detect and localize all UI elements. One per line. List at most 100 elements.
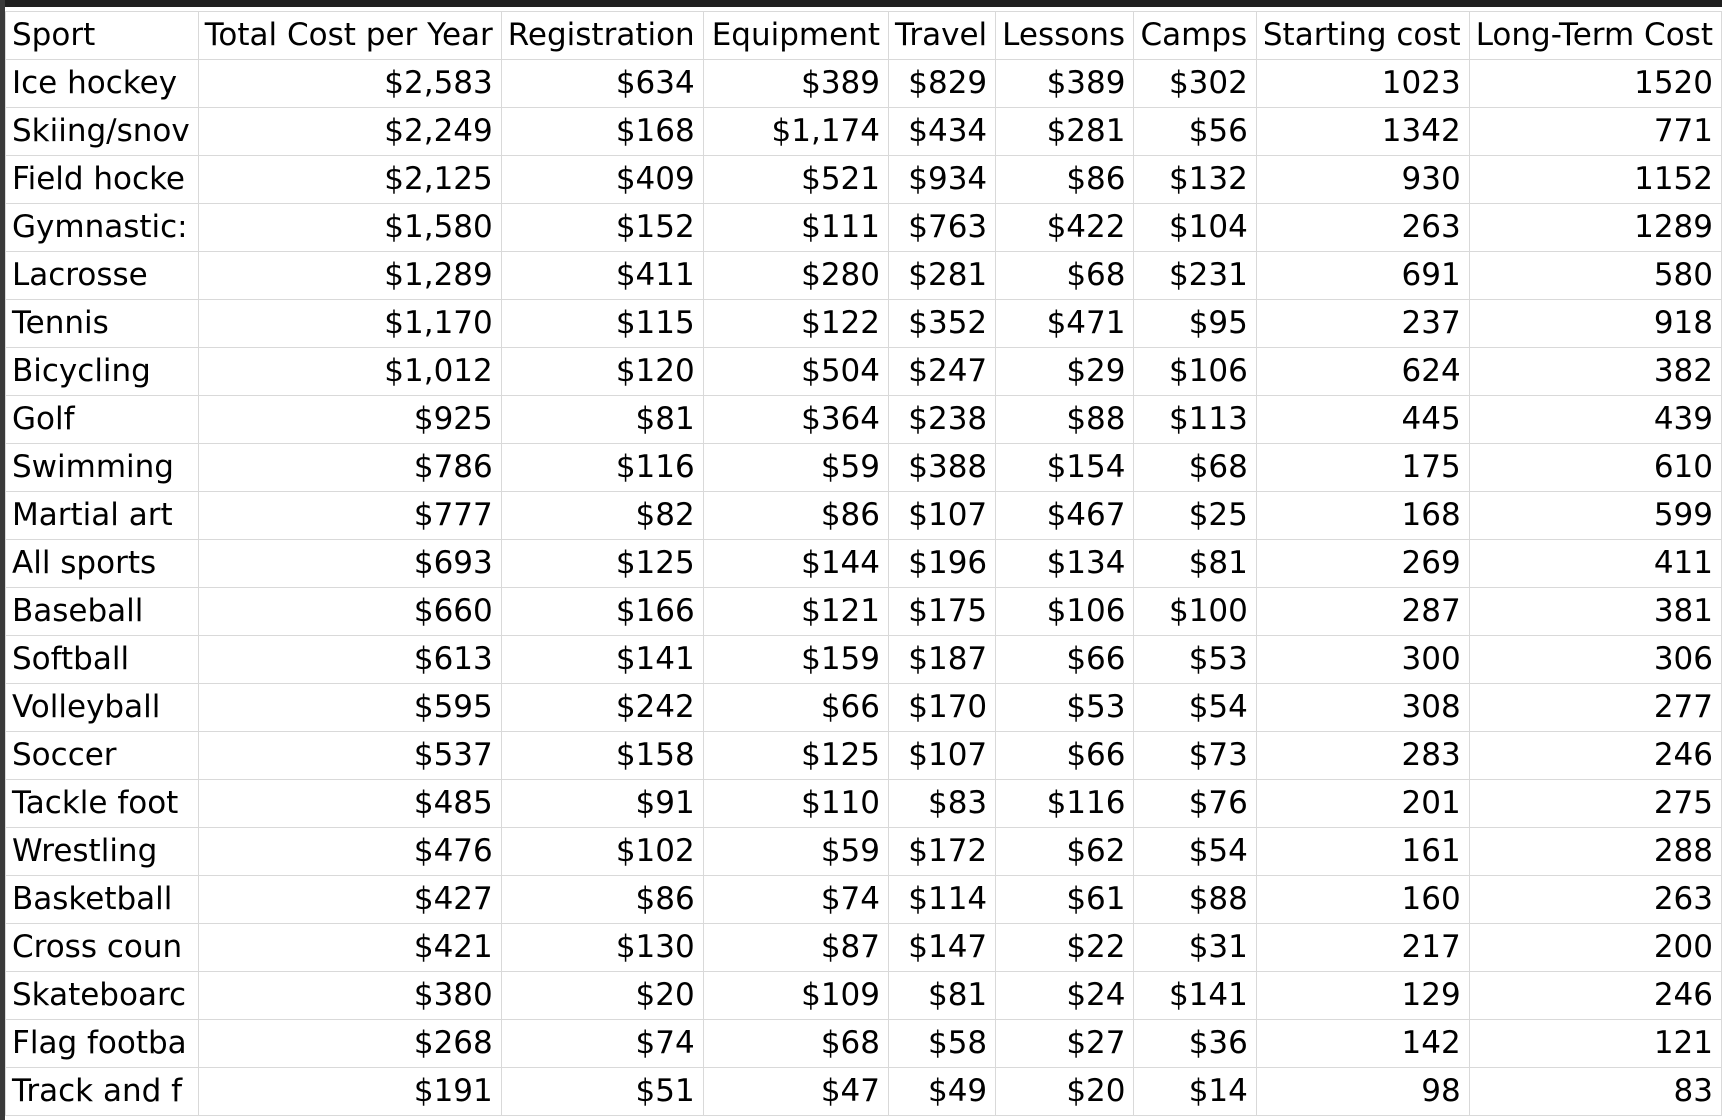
- value-cell[interactable]: $422: [995, 203, 1135, 252]
- value-cell[interactable]: $73: [1133, 731, 1257, 780]
- value-cell[interactable]: $191: [197, 1067, 502, 1116]
- value-cell[interactable]: 277: [1468, 683, 1722, 732]
- value-cell[interactable]: $934: [887, 155, 997, 204]
- value-cell[interactable]: $168: [500, 107, 704, 156]
- value-cell[interactable]: $411: [500, 251, 704, 300]
- value-cell[interactable]: $281: [887, 251, 997, 300]
- value-cell[interactable]: $86: [500, 875, 704, 924]
- value-cell[interactable]: $388: [887, 443, 997, 492]
- value-cell[interactable]: 83: [1468, 1067, 1722, 1116]
- value-cell[interactable]: 445: [1255, 395, 1470, 444]
- value-cell[interactable]: 918: [1468, 299, 1722, 348]
- value-cell[interactable]: $24: [995, 971, 1135, 1020]
- sport-name-cell[interactable]: Martial art: [5, 491, 199, 540]
- value-cell[interactable]: $29: [995, 347, 1135, 396]
- value-cell[interactable]: $1,289: [197, 251, 502, 300]
- column-header-cell[interactable]: Registration: [500, 11, 704, 60]
- column-header-cell[interactable]: Camps: [1133, 11, 1257, 60]
- value-cell[interactable]: $115: [500, 299, 704, 348]
- sport-name-cell[interactable]: Cross coun: [5, 923, 199, 972]
- value-cell[interactable]: $154: [995, 443, 1135, 492]
- value-cell[interactable]: 300: [1255, 635, 1470, 684]
- sport-name-cell[interactable]: Swimming: [5, 443, 199, 492]
- value-cell[interactable]: $471: [995, 299, 1135, 348]
- value-cell[interactable]: $352: [887, 299, 997, 348]
- value-cell[interactable]: $485: [197, 779, 502, 828]
- value-cell[interactable]: $537: [197, 731, 502, 780]
- value-cell[interactable]: $56: [1133, 107, 1257, 156]
- value-cell[interactable]: $59: [702, 443, 890, 492]
- value-cell[interactable]: $2,583: [197, 59, 502, 108]
- value-cell[interactable]: 160: [1255, 875, 1470, 924]
- sport-name-cell[interactable]: Track and f: [5, 1067, 199, 1116]
- value-cell[interactable]: $595: [197, 683, 502, 732]
- value-cell[interactable]: $113: [1133, 395, 1257, 444]
- value-cell[interactable]: $125: [702, 731, 890, 780]
- value-cell[interactable]: 269: [1255, 539, 1470, 588]
- value-cell[interactable]: $61: [995, 875, 1135, 924]
- value-cell[interactable]: $54: [1133, 683, 1257, 732]
- value-cell[interactable]: $106: [1133, 347, 1257, 396]
- value-cell[interactable]: $147: [887, 923, 997, 972]
- sport-name-cell[interactable]: Lacrosse: [5, 251, 199, 300]
- value-cell[interactable]: $231: [1133, 251, 1257, 300]
- value-cell[interactable]: $268: [197, 1019, 502, 1068]
- value-cell[interactable]: $81: [887, 971, 997, 1020]
- value-cell[interactable]: 161: [1255, 827, 1470, 876]
- value-cell[interactable]: $121: [702, 587, 890, 636]
- value-cell[interactable]: 771: [1468, 107, 1722, 156]
- value-cell[interactable]: $427: [197, 875, 502, 924]
- value-cell[interactable]: $102: [500, 827, 704, 876]
- value-cell[interactable]: 381: [1468, 587, 1722, 636]
- value-cell[interactable]: 246: [1468, 971, 1722, 1020]
- value-cell[interactable]: $434: [887, 107, 997, 156]
- value-cell[interactable]: $31: [1133, 923, 1257, 972]
- value-cell[interactable]: $14: [1133, 1067, 1257, 1116]
- value-cell[interactable]: $66: [702, 683, 890, 732]
- value-cell[interactable]: $100: [1133, 587, 1257, 636]
- value-cell[interactable]: 129: [1255, 971, 1470, 1020]
- value-cell[interactable]: $62: [995, 827, 1135, 876]
- value-cell[interactable]: $132: [1133, 155, 1257, 204]
- value-cell[interactable]: $1,170: [197, 299, 502, 348]
- sport-name-cell[interactable]: Ice hockey: [5, 59, 199, 108]
- value-cell[interactable]: 382: [1468, 347, 1722, 396]
- value-cell[interactable]: $110: [702, 779, 890, 828]
- column-header-cell[interactable]: Sport: [5, 11, 199, 60]
- value-cell[interactable]: $68: [995, 251, 1135, 300]
- value-cell[interactable]: $1,174: [702, 107, 890, 156]
- value-cell[interactable]: $58: [887, 1019, 997, 1068]
- value-cell[interactable]: $122: [702, 299, 890, 348]
- value-cell[interactable]: 200: [1468, 923, 1722, 972]
- value-cell[interactable]: $134: [995, 539, 1135, 588]
- sport-name-cell[interactable]: Flag footba: [5, 1019, 199, 1068]
- value-cell[interactable]: $467: [995, 491, 1135, 540]
- value-cell[interactable]: $87: [702, 923, 890, 972]
- value-cell[interactable]: $66: [995, 635, 1135, 684]
- value-cell[interactable]: $88: [995, 395, 1135, 444]
- value-cell[interactable]: 142: [1255, 1019, 1470, 1068]
- value-cell[interactable]: $521: [702, 155, 890, 204]
- value-cell[interactable]: $144: [702, 539, 890, 588]
- value-cell[interactable]: $389: [702, 59, 890, 108]
- value-cell[interactable]: 599: [1468, 491, 1722, 540]
- value-cell[interactable]: 263: [1255, 203, 1470, 252]
- value-cell[interactable]: $125: [500, 539, 704, 588]
- value-cell[interactable]: $613: [197, 635, 502, 684]
- value-cell[interactable]: 1289: [1468, 203, 1722, 252]
- value-cell[interactable]: $660: [197, 587, 502, 636]
- value-cell[interactable]: $74: [500, 1019, 704, 1068]
- value-cell[interactable]: $54: [1133, 827, 1257, 876]
- value-cell[interactable]: $364: [702, 395, 890, 444]
- value-cell[interactable]: 175: [1255, 443, 1470, 492]
- value-cell[interactable]: $27: [995, 1019, 1135, 1068]
- sport-name-cell[interactable]: Basketball: [5, 875, 199, 924]
- sport-name-cell[interactable]: Bicycling: [5, 347, 199, 396]
- value-cell[interactable]: 691: [1255, 251, 1470, 300]
- value-cell[interactable]: $68: [1133, 443, 1257, 492]
- value-cell[interactable]: $634: [500, 59, 704, 108]
- value-cell[interactable]: $476: [197, 827, 502, 876]
- value-cell[interactable]: $20: [995, 1067, 1135, 1116]
- value-cell[interactable]: $91: [500, 779, 704, 828]
- value-cell[interactable]: $114: [887, 875, 997, 924]
